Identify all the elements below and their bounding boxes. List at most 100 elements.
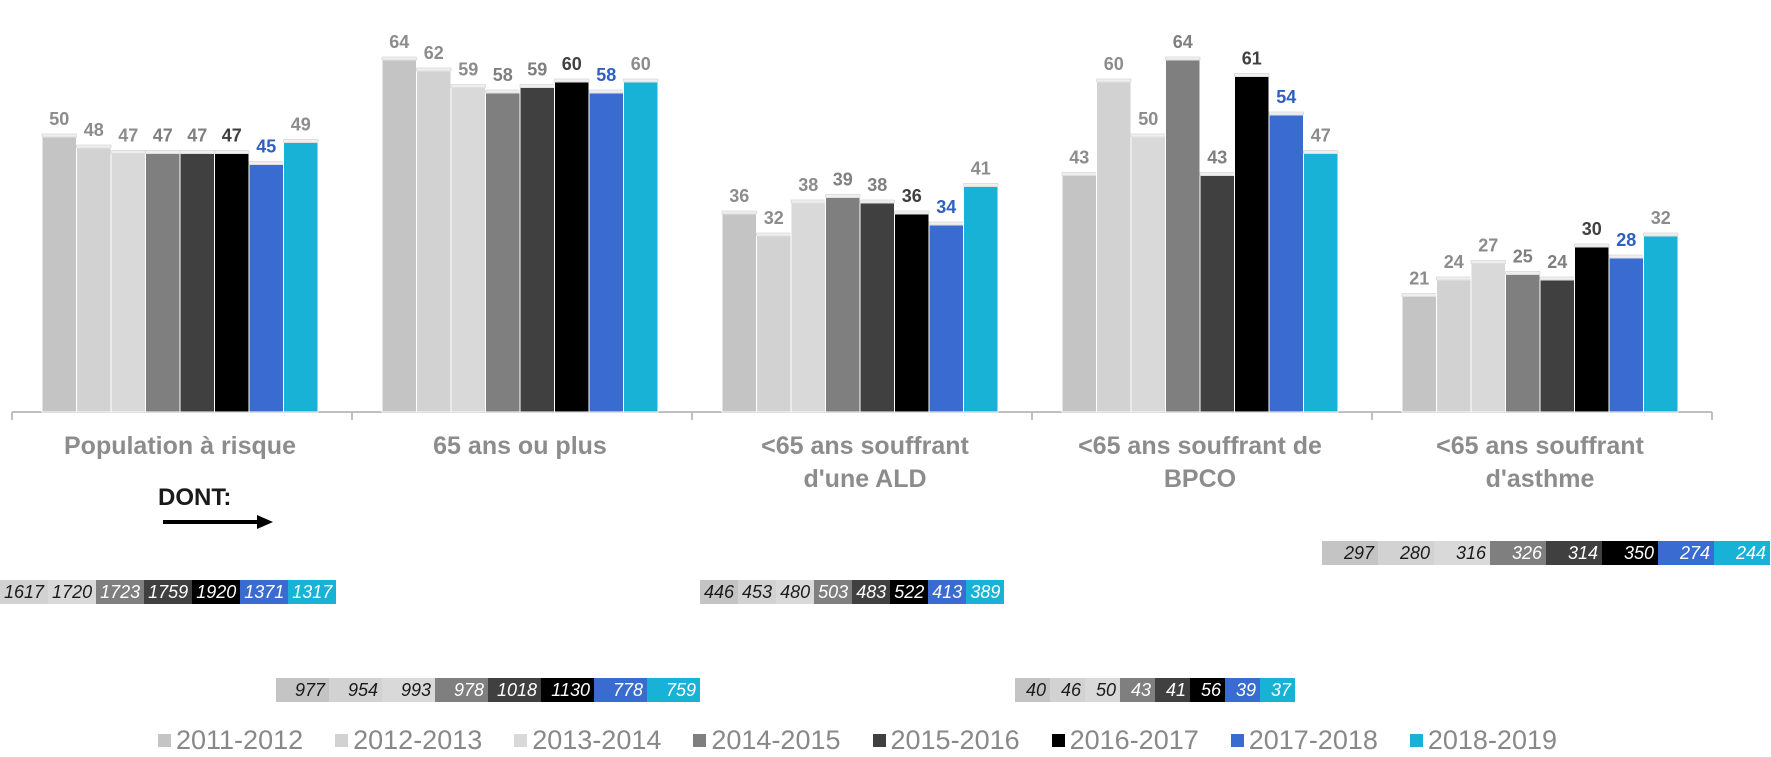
bar <box>623 81 659 413</box>
legend-swatch <box>1051 734 1065 747</box>
bar-top-edge <box>1165 56 1201 61</box>
sample-size-cell: 41 <box>1155 678 1190 702</box>
sample-size-cell: 244 <box>1714 541 1770 565</box>
data-label: 43 <box>1069 148 1089 168</box>
bar <box>450 87 486 413</box>
data-label: 60 <box>562 54 582 74</box>
bar-top-edge <box>756 232 792 237</box>
legend-item: 2017-2018 <box>1230 725 1378 756</box>
bar <box>1608 257 1644 413</box>
bar-top-edge <box>519 84 555 88</box>
data-label: 64 <box>1173 32 1193 52</box>
sample-size-cell: 326 <box>1490 541 1546 565</box>
bar-top-edge <box>1303 150 1339 154</box>
data-label: 60 <box>631 54 651 74</box>
bar-top-edge <box>145 150 181 154</box>
bar-top-edge <box>554 78 590 83</box>
bar <box>1470 263 1506 413</box>
sample-size-cell: 274 <box>1658 541 1714 565</box>
bar-top-edge <box>623 78 659 83</box>
bar-top-edge <box>248 161 284 165</box>
data-label: 34 <box>936 197 956 217</box>
data-label: 50 <box>1138 109 1158 129</box>
legend-swatch <box>1409 734 1423 747</box>
bar <box>283 142 319 413</box>
bar-top-edge <box>41 133 77 138</box>
bar-top-edge <box>859 199 895 204</box>
category-label-population: Population à risque <box>64 432 296 460</box>
bar-top-edge <box>1268 111 1304 116</box>
data-label: 41 <box>971 159 991 179</box>
data-label: 59 <box>458 60 478 80</box>
legend-swatch <box>872 734 886 747</box>
data-label: 62 <box>424 43 444 63</box>
bar <box>859 202 895 413</box>
bar-top-edge <box>381 56 417 61</box>
data-label: 28 <box>1616 230 1636 250</box>
sample-size-cell: 446 <box>700 580 739 604</box>
sample-size-cell: 280 <box>1378 541 1434 565</box>
bar <box>721 213 757 413</box>
bar-top-edge <box>1096 78 1132 83</box>
bar-top-edge <box>1199 172 1235 176</box>
bar-top-edge <box>1061 172 1097 176</box>
legend-swatch <box>1230 734 1244 747</box>
dont-arrow-icon <box>163 515 273 529</box>
bar <box>1234 76 1270 413</box>
bar <box>41 136 77 413</box>
data-label: 32 <box>1651 208 1671 228</box>
bar <box>1505 274 1541 413</box>
dont-annotation: DONT: <box>158 484 232 511</box>
bar-top-edge <box>1436 276 1472 281</box>
bar-top-edge <box>110 150 146 154</box>
bar <box>179 153 215 413</box>
data-label: 50 <box>49 109 69 129</box>
data-label: 48 <box>84 120 104 140</box>
data-label: 64 <box>389 32 409 52</box>
bar-top-edge <box>1130 133 1166 138</box>
sample-size-strip: 446 453 480 503 483 522 413 389 <box>700 580 1005 604</box>
sample-size-cell: 759 <box>647 678 700 702</box>
bar-top-edge <box>1539 276 1575 281</box>
bar-top-edge <box>1608 254 1644 259</box>
bar <box>756 235 792 413</box>
sample-size-cell: 1759 <box>144 580 193 604</box>
bar <box>1436 279 1472 413</box>
legend-swatch <box>693 734 707 747</box>
data-label: 47 <box>118 126 138 146</box>
bar <box>1303 153 1339 413</box>
bar <box>1574 246 1610 413</box>
sample-size-cell: 1317 <box>288 580 337 604</box>
bar-top-edge <box>1470 260 1506 264</box>
sample-size-cell: 297 <box>1322 541 1378 565</box>
sample-size-cell: 977 <box>276 678 329 702</box>
sample-size-cell: 1723 <box>96 580 145 604</box>
bar <box>894 213 930 413</box>
data-label: 30 <box>1582 219 1602 239</box>
bar <box>588 92 624 413</box>
sample-size-strip: 977 954 993 978 1018 1130 778 759 <box>276 678 700 702</box>
sample-size-cell: 43 <box>1120 678 1155 702</box>
bar <box>1061 175 1097 413</box>
data-label: 47 <box>222 126 242 146</box>
bar <box>145 153 181 413</box>
sample-size-cell: 40 <box>1015 678 1050 702</box>
bar-top-edge <box>894 210 930 215</box>
bar <box>825 197 861 413</box>
sample-size-cell: 978 <box>435 678 488 702</box>
data-label: 43 <box>1207 148 1227 168</box>
bar-top-edge <box>1574 243 1610 248</box>
category-label-ald: <65 ans souffrant d'une ALD <box>761 432 969 493</box>
bar <box>1643 235 1679 413</box>
legend-label: 2017-2018 <box>1248 725 1378 755</box>
bar-top-edge <box>450 84 486 88</box>
bar <box>214 153 250 413</box>
category-label-65-plus: 65 ans ou plus <box>433 432 607 460</box>
legend-label: 2014-2015 <box>711 725 841 755</box>
data-label: 58 <box>493 65 513 85</box>
sample-size-cell: 993 <box>382 678 435 702</box>
data-label: 39 <box>833 170 853 190</box>
sample-size-cell: 1018 <box>488 678 541 702</box>
sample-size-cell: 39 <box>1225 678 1260 702</box>
bar <box>248 164 284 413</box>
